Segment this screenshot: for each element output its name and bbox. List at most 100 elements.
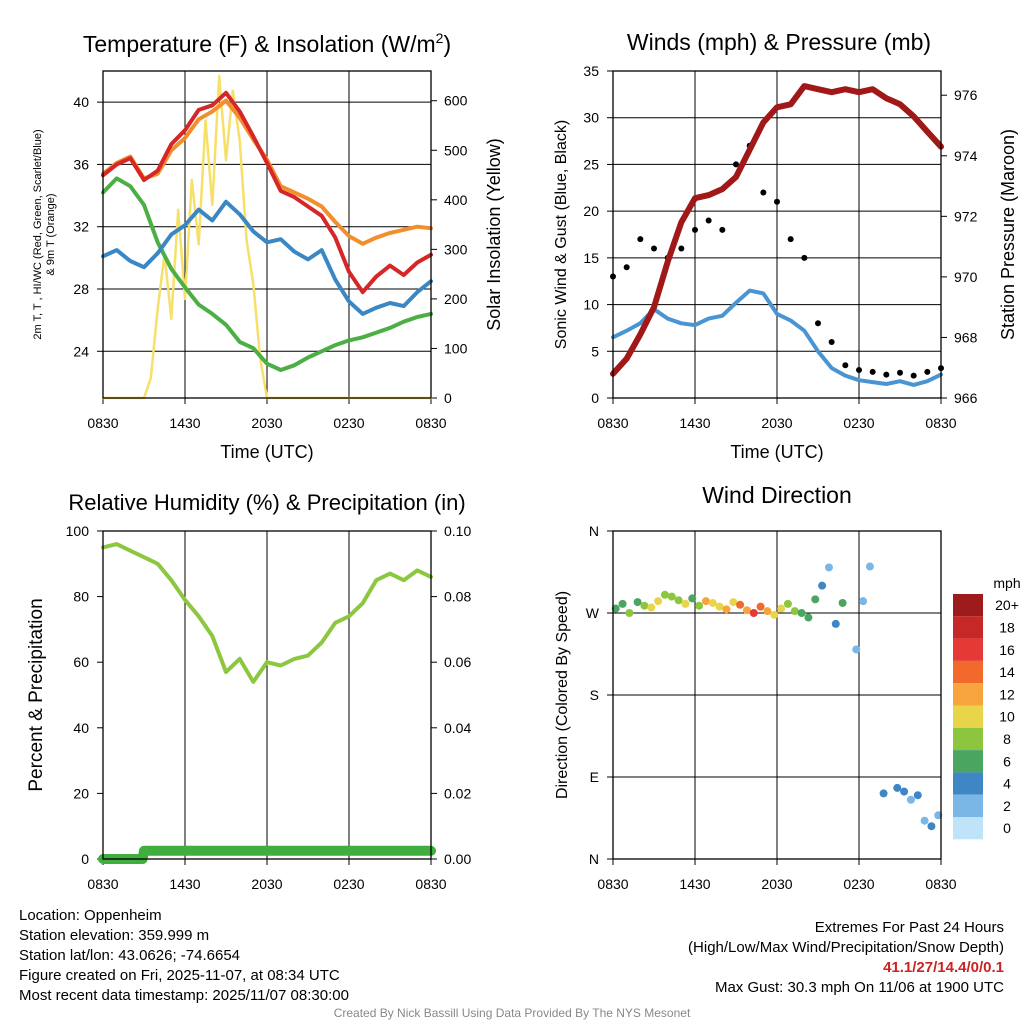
wind-direction-point	[611, 604, 620, 613]
legend-swatch	[953, 683, 983, 706]
y2-tick-label: 974	[954, 148, 978, 164]
wind-direction-point	[852, 645, 861, 654]
y2-tick-label: 0.00	[444, 851, 471, 867]
y-tick-label: 32	[73, 219, 89, 235]
gust-point	[815, 320, 821, 327]
y2-axis-label: Solar Insolation (Yellow)	[484, 138, 504, 330]
plot-frame	[612, 70, 942, 399]
y-tick-label: 20	[73, 785, 89, 801]
wind-direction-point	[865, 562, 874, 571]
windchill-line	[101, 199, 433, 316]
plot-frame	[612, 530, 942, 860]
gust-point	[760, 189, 767, 196]
station-location: Location: Oppenheim	[19, 907, 162, 924]
wind-direction-point	[695, 601, 704, 610]
legend-label: 10	[999, 709, 1015, 725]
gust-point	[883, 371, 890, 378]
legend-label: 14	[999, 664, 1015, 680]
wind-direction-point	[824, 563, 833, 572]
wind-direction-point	[790, 607, 799, 616]
x-tick-label: 0230	[843, 876, 874, 892]
legend-swatch	[953, 794, 983, 817]
x-tick-label: 0830	[925, 876, 956, 892]
legend-label: 2	[1003, 798, 1011, 814]
gust-point	[692, 226, 698, 233]
y-tick-label: 60	[73, 654, 89, 670]
y-axis-label: 2m T, T , HI/WC (Red, Green, Scarlet/Blu…	[32, 129, 44, 339]
gust-point	[705, 217, 712, 224]
wind-direction-point	[804, 613, 813, 622]
extremes-info: Extremes For Past 24 Hours (High/Low/Max…	[688, 918, 1004, 998]
legend-swatch	[953, 817, 983, 840]
legend-swatch	[953, 638, 983, 661]
gust-point	[897, 369, 903, 376]
wind-direction-point	[688, 594, 697, 603]
y-tick-label: 15	[583, 250, 599, 266]
gust-point	[842, 362, 849, 369]
wind-direction-point	[831, 619, 840, 628]
wind-direction-point	[625, 609, 634, 617]
x-tick-label: 0830	[87, 415, 118, 431]
y-tick-label: 5	[591, 343, 599, 359]
legend-label: 12	[999, 686, 1015, 702]
wind-direction-point	[674, 596, 683, 605]
y-tick-label: 80	[73, 589, 89, 605]
x-tick-label: 0830	[597, 876, 628, 892]
gust-point	[869, 368, 876, 375]
gust-point	[623, 264, 630, 271]
wind-direction-point	[722, 605, 731, 614]
gust-point	[787, 236, 794, 243]
wind-direction-point	[640, 601, 649, 610]
gust-point	[910, 372, 917, 379]
y2-tick-label: 0.02	[444, 785, 471, 801]
x-tick-label: 1430	[679, 415, 710, 431]
wind-direction-point	[879, 789, 888, 798]
x-tick-label: 0830	[925, 415, 956, 431]
wind-direction-point	[838, 598, 847, 607]
y2-tick-label: 400	[444, 192, 468, 208]
wind-direction-point	[920, 816, 929, 825]
wind-direction-point	[859, 597, 868, 606]
legend-swatch	[953, 616, 983, 639]
sonic-wind-line	[611, 288, 943, 387]
legend-label: 8	[1003, 731, 1011, 747]
y-tick-label: 25	[583, 156, 599, 172]
x-tick-label: 2030	[761, 876, 792, 892]
gust-point	[801, 254, 808, 261]
y-tick-label: 35	[583, 63, 599, 79]
wind-direction-point	[777, 604, 786, 613]
relative-humidity-line	[101, 542, 433, 684]
y-axis-label: Sonic Wind & Gust (Blue, Black)	[553, 120, 570, 349]
y-tick-label: 0	[81, 851, 89, 867]
y-tick-label: 40	[73, 94, 89, 110]
legend-label: 4	[1003, 776, 1011, 792]
temp-2m-line	[101, 90, 433, 295]
legend-label: 16	[999, 642, 1015, 658]
extremes-heading: Extremes For Past 24 Hours	[814, 919, 1004, 936]
chart-title: Temperature (F) & Insolation (W/m2)	[83, 30, 451, 57]
gust-point	[774, 198, 780, 205]
x-axis-label: Time (UTC)	[730, 442, 823, 462]
legend-label: 18	[999, 619, 1015, 635]
gust-point	[637, 236, 644, 243]
y-tick-label: N	[589, 523, 599, 539]
y2-tick-label: 0	[444, 390, 452, 406]
legend-swatch	[953, 594, 983, 617]
solar-insolation-line	[101, 74, 433, 400]
y2-tick-label: 0.08	[444, 589, 471, 605]
legend-swatch	[953, 727, 983, 751]
legend-swatch	[953, 660, 983, 684]
y2-tick-label: 968	[954, 329, 978, 345]
station-elevation: Station elevation: 359.999 m	[19, 927, 210, 944]
wind-direction-point	[647, 603, 656, 612]
y-axis-label: Percent & Precipitation	[26, 598, 47, 791]
x-tick-label: 0230	[333, 415, 364, 431]
wind-direction-point	[756, 602, 765, 611]
legend-title: mph	[993, 575, 1020, 591]
extremes-subheading: (High/Low/Max Wind/Precipitation/Snow De…	[688, 939, 1004, 956]
x-axis-label: Time (UTC)	[220, 442, 313, 462]
y-tick-label: E	[590, 769, 599, 785]
x-tick-label: 1430	[169, 415, 200, 431]
wind-direction-point	[783, 599, 792, 608]
wind-direction-point	[715, 602, 724, 611]
